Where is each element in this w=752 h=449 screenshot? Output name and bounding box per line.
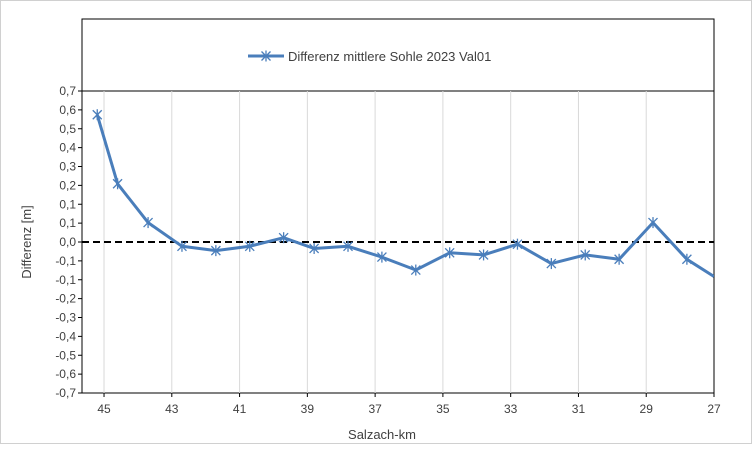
data-point-marker — [278, 232, 289, 244]
x-axis: 45 43 41 39 37 35 33 31 29 27 — [97, 393, 721, 416]
y-tick-label: 0,0 — [59, 235, 76, 249]
y-tick-label: -0,6 — [55, 367, 76, 381]
series-group-differenz-mittlere-sohle-2023-val01 — [92, 109, 714, 278]
data-point-marker — [343, 240, 353, 252]
data-point-marker — [112, 178, 123, 190]
y-tick-label: -0,7 — [55, 386, 76, 400]
x-tick-label: 39 — [301, 402, 315, 416]
data-point-marker — [244, 240, 255, 252]
data-point-marker — [143, 217, 154, 229]
data-point-marker — [478, 249, 489, 261]
data-point-marker — [410, 264, 421, 276]
data-point-marker — [512, 238, 523, 250]
legend-marker-sample — [261, 50, 271, 62]
data-point-marker — [614, 253, 625, 265]
legend-label: Differenz mittlere Sohle 2023 Val01 — [288, 49, 491, 64]
data-point-marker — [444, 247, 455, 259]
x-tick-label: 33 — [504, 402, 518, 416]
series-line — [95, 114, 714, 278]
x-tick-label: 31 — [572, 402, 586, 416]
x-tick-label: 35 — [436, 402, 450, 416]
x-tick-label: 37 — [368, 402, 382, 416]
y-tick-label: -0,1 — [55, 254, 76, 268]
legend-box — [81, 18, 715, 92]
data-point-marker — [546, 258, 557, 270]
x-tick-label: 27 — [707, 402, 721, 416]
y-tick-label: 0,3 — [59, 160, 76, 174]
y-tick-label: 0,6 — [59, 103, 76, 117]
y-tick-label: -0,5 — [55, 348, 76, 362]
x-tick-label: 29 — [640, 402, 654, 416]
data-point-marker — [648, 217, 658, 229]
data-point-marker — [681, 253, 692, 265]
data-point-marker — [376, 251, 387, 263]
data-point-marker — [177, 240, 187, 252]
y-tick-label: -0,3 — [55, 311, 76, 325]
legend: Differenz mittlere Sohle 2023 Val01 — [248, 49, 491, 64]
data-point-marker — [580, 249, 591, 261]
y-tick-label: 0,2 — [59, 178, 76, 192]
y-tick-label: 0,7 — [59, 84, 76, 98]
y-axis-title: Differenz [m] — [19, 205, 34, 278]
data-point-marker — [92, 109, 103, 121]
y-tick-label: -0,2 — [55, 292, 76, 306]
y-tick-label: -0,1 — [55, 273, 76, 287]
x-tick-label: 41 — [233, 402, 247, 416]
data-point-marker — [309, 242, 320, 254]
y-tick-label: 0,5 — [59, 122, 76, 136]
y-tick-label: 0,4 — [59, 141, 76, 155]
data-point-marker — [210, 245, 221, 257]
y-tick-label: 0,1 — [59, 197, 76, 211]
y-tick-label: -0,4 — [55, 329, 76, 343]
x-axis-title: Salzach-km — [348, 427, 416, 442]
series-layer — [92, 109, 714, 278]
x-tick-label: 45 — [97, 402, 111, 416]
y-tick-label: 0,1 — [59, 216, 76, 230]
x-tick-label: 43 — [165, 402, 179, 416]
y-axis: 0,7 0,6 0,5 0,4 0,3 0,2 0,1 0,1 0,0 -0,1 -0,1 -0,2 -… — [55, 84, 82, 400]
